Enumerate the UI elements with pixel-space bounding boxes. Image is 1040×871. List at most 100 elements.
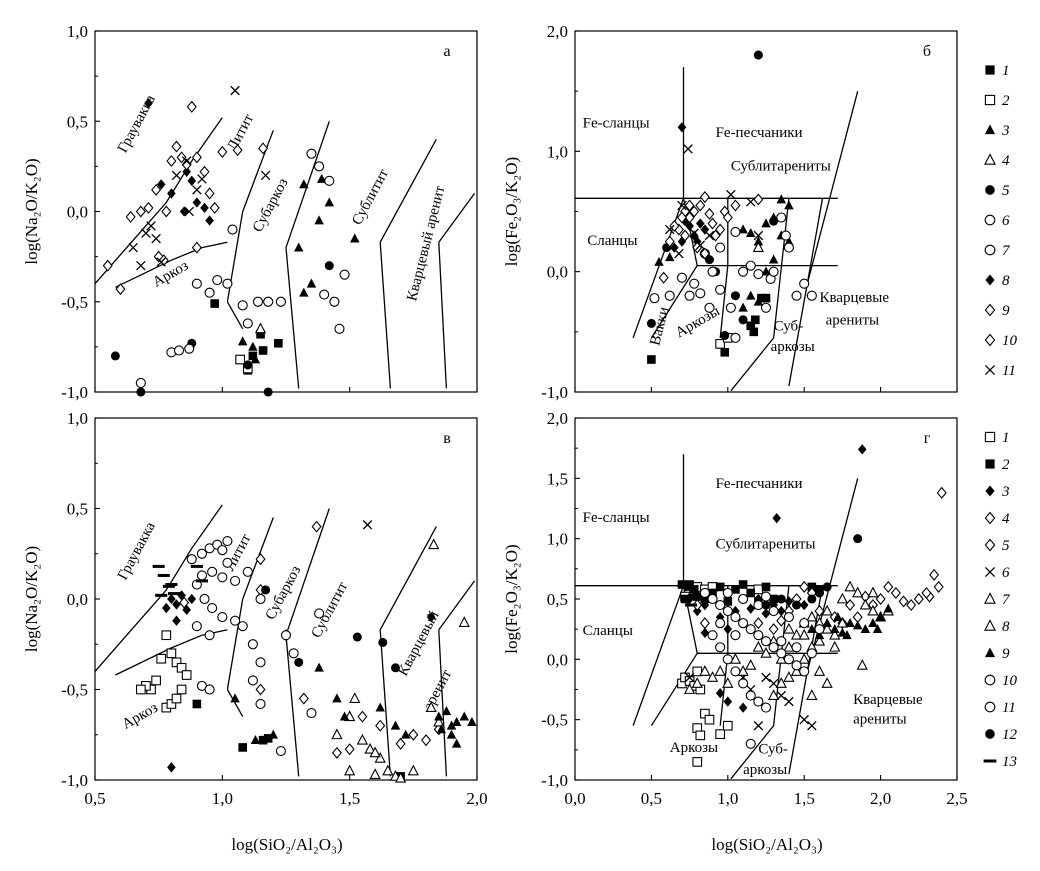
data-point-filled-triangle xyxy=(451,716,462,726)
data-point-open-diamond xyxy=(689,205,700,218)
data-point-cross xyxy=(151,233,161,244)
data-point-open-circle xyxy=(715,599,726,611)
region-label: Аркоз xyxy=(120,700,161,733)
data-point-open-circle xyxy=(306,148,317,159)
data-point-filled-circle xyxy=(390,663,401,673)
data-point-open-diamond xyxy=(153,250,164,263)
data-point-open-square xyxy=(753,584,764,595)
data-point-open-triangle xyxy=(433,715,445,727)
data-point-open-diamond xyxy=(921,586,932,599)
data-point-open-circle xyxy=(334,323,345,334)
data-point-cross xyxy=(677,200,687,211)
y-tick-label: 0,5 xyxy=(547,590,568,609)
data-point-filled-triangle xyxy=(822,617,832,628)
data-point-open-circle xyxy=(664,290,675,301)
data-point-open-diamond xyxy=(255,553,266,566)
data-point-open-triangle xyxy=(829,628,841,640)
data-point-cross xyxy=(136,260,146,271)
legend-marker-open-square xyxy=(984,431,996,443)
legend-number: 2 xyxy=(1002,457,1010,473)
data-point-cross xyxy=(807,720,817,731)
data-point-open-triangle xyxy=(344,764,356,776)
data-point-open-circle xyxy=(217,545,228,556)
data-point-open-circle xyxy=(196,548,208,559)
legend-number: 4 xyxy=(1002,153,1010,169)
data-point-open-circle xyxy=(288,648,299,659)
data-point-open-diamond xyxy=(125,210,136,223)
data-point-open-triangle-alt xyxy=(836,592,849,604)
data-point-cross xyxy=(184,206,194,217)
data-point-open-circle xyxy=(783,654,794,665)
legend-number: 12 xyxy=(1002,727,1018,743)
data-point-cross xyxy=(753,720,764,731)
data-point-open-circle xyxy=(689,278,700,289)
data-point-open-square xyxy=(171,657,182,668)
data-point-open-diamond xyxy=(684,199,695,212)
data-point-open-circle xyxy=(280,630,292,641)
data-point-open-circle xyxy=(247,675,258,686)
data-point-open-triangle xyxy=(836,616,849,628)
region-label: Fe-сланцы xyxy=(583,510,650,526)
data-point-open-square xyxy=(176,684,187,695)
data-point-filled-triangle xyxy=(314,215,324,225)
data-point-open-circle xyxy=(242,566,253,577)
data-point-cross xyxy=(784,696,794,707)
data-point-dash xyxy=(167,592,180,596)
data-point-dash xyxy=(195,579,208,583)
field-boundary xyxy=(226,130,274,302)
data-point-open-triangle xyxy=(752,241,764,253)
data-point-open-circle xyxy=(745,738,756,749)
data-point-filled-triangle xyxy=(306,278,317,288)
legend-marker-open-diamond xyxy=(984,303,996,317)
data-point-filled-diamond xyxy=(772,512,781,524)
data-point-open-circle xyxy=(314,608,325,619)
legend-marker-open-triangle xyxy=(984,619,996,631)
data-point-open-triangle xyxy=(382,764,394,776)
data-point-open-circle xyxy=(699,587,710,599)
data-point-cross xyxy=(181,156,192,166)
data-point-filled-circle xyxy=(761,600,771,610)
legend-number: 8 xyxy=(1002,273,1010,289)
data-point-open-circle xyxy=(255,657,266,668)
legend-number: 6 xyxy=(1002,213,1010,229)
data-point-open-circle xyxy=(191,278,202,289)
data-point-open-circle xyxy=(252,296,264,307)
data-point-filled-diamond xyxy=(723,696,733,707)
data-point-filled-diamond xyxy=(700,627,710,638)
field-boundary xyxy=(115,241,228,288)
data-point-open-diamond xyxy=(357,710,368,723)
y-axis-label: log(Na₂O/K₂O) xyxy=(22,158,41,264)
data-point-filled-triangle xyxy=(830,624,840,634)
data-point-open-triangle-alt xyxy=(829,640,841,652)
data-point-filled-diamond xyxy=(784,596,794,607)
legend-number: 11 xyxy=(1002,700,1016,716)
data-point-open-circle xyxy=(306,707,317,719)
data-point-cross xyxy=(230,85,240,96)
legend-top: 1 2 3 4 5 6 7 8 9 10 11 xyxy=(984,63,1018,379)
data-point-filled-diamond xyxy=(192,197,202,208)
data-point-open-circle xyxy=(212,275,223,286)
field-boundary xyxy=(730,585,790,780)
data-point-open-diamond xyxy=(375,719,386,732)
data-point-open-circle xyxy=(217,612,228,623)
data-point-filled-triangle xyxy=(459,711,469,721)
data-point-open-triangle xyxy=(856,659,868,670)
data-point-filled-circle xyxy=(807,594,817,604)
data-point-open-circle xyxy=(730,612,741,623)
data-point-filled-square xyxy=(263,734,273,743)
data-point-open-diamond xyxy=(845,599,856,612)
data-point-filled-square xyxy=(700,594,710,604)
region-label: Сублитарениты xyxy=(731,159,831,175)
data-point-open-triangle xyxy=(790,628,803,640)
x-tick-label: 1,0 xyxy=(212,789,233,808)
field-boundary xyxy=(226,517,274,690)
data-point-filled-square xyxy=(647,355,656,364)
x-tick-label: 0,5 xyxy=(84,789,105,808)
y-tick-label: -1,0 xyxy=(61,771,88,790)
data-point-filled-diamond xyxy=(156,179,166,190)
plot-frame xyxy=(94,30,478,393)
data-point-open-diamond xyxy=(753,617,764,630)
data-point-open-diamond xyxy=(913,592,924,606)
y-tick-label: 2,0 xyxy=(547,409,568,428)
data-point-open-square xyxy=(692,666,703,677)
